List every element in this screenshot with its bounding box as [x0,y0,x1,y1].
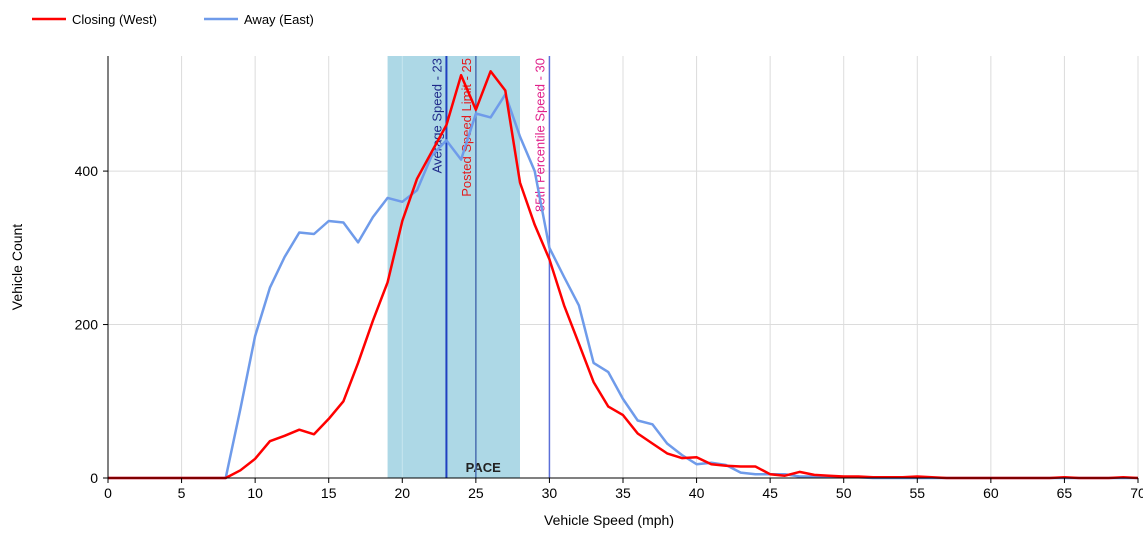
x-tick-label: 70 [1130,485,1143,501]
x-tick-label: 50 [836,485,852,501]
x-tick-label: 5 [178,485,186,501]
y-tick-label: 400 [75,163,99,179]
x-tick-label: 65 [1057,485,1073,501]
x-tick-label: 35 [615,485,631,501]
y-tick-label: 200 [75,317,99,333]
x-axis-title: Vehicle Speed (mph) [544,512,674,528]
pace-label: PACE [466,460,501,475]
x-tick-label: 10 [247,485,263,501]
reference-label-1: Posted Speed Limit - 25 [459,58,474,197]
x-tick-label: 0 [104,485,112,501]
x-tick-label: 30 [542,485,558,501]
x-tick-label: 45 [762,485,778,501]
y-tick-label: 0 [90,470,98,486]
x-tick-label: 60 [983,485,999,501]
y-axis-title: Vehicle Count [9,224,25,311]
x-tick-label: 25 [468,485,484,501]
x-tick-label: 40 [689,485,705,501]
legend: Closing (West) Away (East) [32,12,314,27]
x-tick-label: 15 [321,485,337,501]
x-tick-label: 55 [909,485,925,501]
legend-label-0: Closing (West) [72,12,157,27]
pace-band-group: PACE [387,56,520,478]
x-tick-label: 20 [394,485,410,501]
pace-band [387,56,520,478]
legend-label-1: Away (East) [244,12,314,27]
reference-label-2: 85th Percentile Speed - 30 [532,58,547,212]
axes: 0 5 10 15 20 25 30 35 40 45 50 55 60 65 70 0 200 400 [75,56,1143,501]
